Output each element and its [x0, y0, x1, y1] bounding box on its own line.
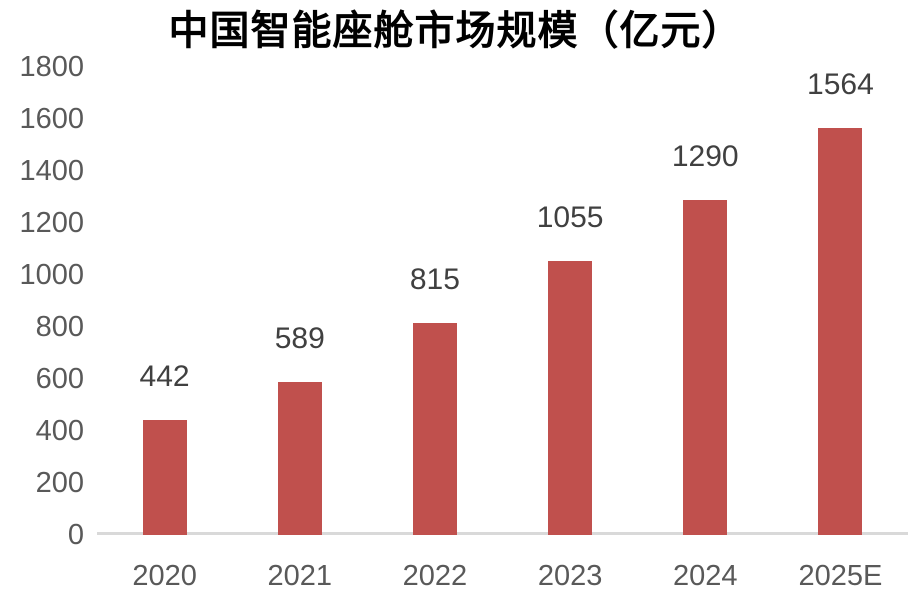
y-tick-label: 1600: [19, 103, 84, 135]
y-tick-label: 1200: [19, 207, 84, 239]
y-tick-label: 600: [35, 363, 84, 395]
data-label-2025E: 1564: [807, 68, 874, 102]
chart-title: 中国智能座舱市场规模（亿元）: [168, 9, 743, 53]
y-tick-label: 1000: [19, 259, 84, 291]
data-label-2023: 1055: [536, 200, 604, 234]
x-tick-label-2023: 2023: [537, 560, 603, 592]
data-label-2024: 1290: [671, 139, 739, 173]
x-tick-label-2020: 2020: [132, 560, 197, 592]
x-tick-label-2021: 2021: [267, 560, 332, 592]
y-tick-label: 800: [35, 311, 84, 343]
bar-2022: [412, 323, 457, 535]
y-tick-label: 400: [35, 415, 84, 447]
x-tick-label-2024: 2024: [672, 560, 738, 592]
y-tick-label: 1400: [19, 155, 84, 187]
x-tick-label-2025E: 2025E: [798, 560, 883, 592]
x-tick-label-2022: 2022: [402, 560, 468, 592]
data-label-2020: 442: [139, 360, 190, 394]
y-tick-label: 0: [67, 519, 84, 551]
bar-2024: [683, 199, 728, 535]
data-label-2021: 589: [274, 321, 325, 355]
bar-2025E: [818, 128, 863, 535]
bar-2023: [548, 260, 593, 535]
y-tick-label: 1800: [19, 51, 84, 83]
y-tick-label: 200: [35, 467, 84, 499]
bar-2020: [142, 420, 187, 535]
bar-2021: [277, 381, 322, 535]
x-axis-line: [97, 532, 908, 535]
data-label-2022: 815: [409, 263, 460, 297]
